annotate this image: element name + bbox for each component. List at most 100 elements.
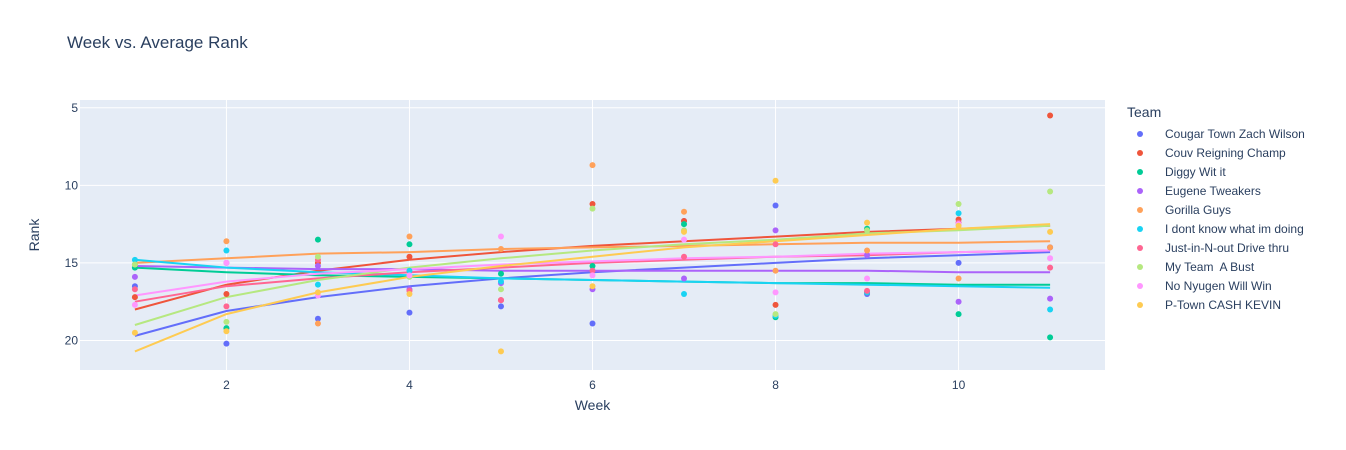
data-point-0[interactable] — [406, 309, 413, 316]
legend-marker-icon — [1137, 187, 1143, 194]
legend-item[interactable]: Diggy Wit it — [1127, 162, 1305, 181]
data-point-3[interactable] — [681, 275, 688, 282]
data-point-9[interactable] — [314, 289, 321, 296]
data-point-7[interactable] — [223, 318, 230, 325]
legend-item[interactable]: Couv Reigning Champ — [1127, 143, 1305, 162]
data-point-5[interactable] — [223, 247, 230, 254]
data-point-2[interactable] — [497, 270, 504, 277]
data-point-9[interactable] — [772, 177, 779, 184]
data-point-4[interactable] — [955, 275, 962, 282]
data-point-7[interactable] — [1047, 188, 1054, 195]
data-point-8[interactable] — [1047, 255, 1054, 262]
data-point-0[interactable] — [589, 320, 596, 327]
data-point-9[interactable] — [589, 283, 596, 290]
data-point-9[interactable] — [131, 329, 138, 336]
data-point-6[interactable] — [131, 286, 138, 293]
data-point-9[interactable] — [406, 290, 413, 297]
legend-item[interactable]: Just-in-N-out Drive thru — [1127, 238, 1305, 257]
data-point-9[interactable] — [223, 328, 230, 335]
data-point-4[interactable] — [223, 238, 230, 245]
data-point-3[interactable] — [772, 227, 779, 234]
data-point-1[interactable] — [406, 253, 413, 260]
data-point-7[interactable] — [131, 261, 138, 268]
data-point-5[interactable] — [1047, 306, 1054, 313]
data-point-1[interactable] — [223, 290, 230, 297]
data-point-8[interactable] — [497, 233, 504, 240]
data-point-8[interactable] — [131, 301, 138, 308]
data-point-7[interactable] — [314, 253, 321, 260]
data-point-6[interactable] — [589, 267, 596, 274]
data-point-4[interactable] — [497, 245, 504, 252]
data-point-0[interactable] — [223, 340, 230, 347]
legend-item[interactable]: Eugene Tweakers — [1127, 181, 1305, 200]
legend-marker-icon — [1137, 225, 1143, 232]
data-point-5[interactable] — [681, 290, 688, 297]
data-point-2[interactable] — [589, 263, 596, 270]
legend-marker-icon — [1137, 206, 1143, 213]
data-point-8[interactable] — [864, 275, 871, 282]
data-point-6[interactable] — [223, 303, 230, 310]
chart-title: Week vs. Average Rank — [67, 33, 248, 52]
data-point-3[interactable] — [864, 252, 871, 259]
data-point-9[interactable] — [1047, 228, 1054, 235]
data-point-5[interactable] — [955, 210, 962, 217]
data-point-4[interactable] — [1047, 244, 1054, 251]
data-point-8[interactable] — [223, 259, 230, 266]
legend-items: Cougar Town Zach Wilson Couv Reigning Cha… — [1127, 124, 1305, 314]
legend-item[interactable]: Gorilla Guys — [1127, 200, 1305, 219]
data-point-5[interactable] — [406, 267, 413, 274]
data-point-2[interactable] — [681, 221, 688, 228]
data-point-6[interactable] — [1047, 264, 1054, 271]
data-point-3[interactable] — [1047, 295, 1054, 302]
data-point-7[interactable] — [497, 286, 504, 293]
legend-item[interactable]: No Nyugen Will Win — [1127, 276, 1305, 295]
legend-item[interactable]: My Team A Bust — [1127, 257, 1305, 276]
data-point-4[interactable] — [864, 247, 871, 254]
data-point-4[interactable] — [589, 162, 596, 169]
data-point-2[interactable] — [314, 236, 321, 243]
legend-item[interactable]: P-Town CASH KEVIN — [1127, 295, 1305, 314]
data-point-1[interactable] — [1047, 112, 1054, 119]
data-point-3[interactable] — [314, 263, 321, 270]
legend-item[interactable]: Cougar Town Zach Wilson — [1127, 124, 1305, 143]
data-point-2[interactable] — [1047, 334, 1054, 341]
data-point-4[interactable] — [314, 320, 321, 327]
data-point-5[interactable] — [131, 256, 138, 263]
data-point-4[interactable] — [406, 233, 413, 240]
data-point-3[interactable] — [131, 273, 138, 280]
data-point-6[interactable] — [681, 253, 688, 260]
data-point-6[interactable] — [497, 297, 504, 304]
data-point-9[interactable] — [681, 228, 688, 235]
data-point-8[interactable] — [772, 289, 779, 296]
data-point-1[interactable] — [131, 294, 138, 301]
data-point-0[interactable] — [772, 202, 779, 209]
data-point-1[interactable] — [589, 200, 596, 207]
data-point-0[interactable] — [497, 303, 504, 310]
data-point-9[interactable] — [497, 348, 504, 355]
data-point-7[interactable] — [864, 227, 871, 234]
data-point-7[interactable] — [589, 205, 596, 212]
legend: Team Cougar Town Zach Wilson Couv Reignin… — [1127, 104, 1305, 314]
data-point-3[interactable] — [955, 298, 962, 305]
data-point-9[interactable] — [955, 222, 962, 229]
legend-label: No Nyugen Will Win — [1165, 278, 1272, 293]
data-point-0[interactable] — [955, 259, 962, 266]
data-point-1[interactable] — [772, 301, 779, 308]
data-point-6[interactable] — [772, 241, 779, 248]
data-point-6[interactable] — [864, 287, 871, 294]
data-point-7[interactable] — [772, 311, 779, 318]
data-point-4[interactable] — [681, 208, 688, 215]
data-point-7[interactable] — [955, 200, 962, 207]
data-point-2[interactable] — [955, 311, 962, 318]
data-point-5[interactable] — [314, 281, 321, 288]
data-point-8[interactable] — [589, 272, 596, 279]
legend-item[interactable]: I dont know what im doing — [1127, 219, 1305, 238]
data-point-0[interactable] — [314, 315, 321, 322]
data-point-5[interactable] — [497, 278, 504, 285]
data-point-9[interactable] — [864, 219, 871, 226]
data-point-2[interactable] — [406, 241, 413, 248]
data-point-4[interactable] — [772, 267, 779, 274]
data-point-8[interactable] — [406, 272, 413, 279]
data-point-8[interactable] — [681, 236, 688, 243]
